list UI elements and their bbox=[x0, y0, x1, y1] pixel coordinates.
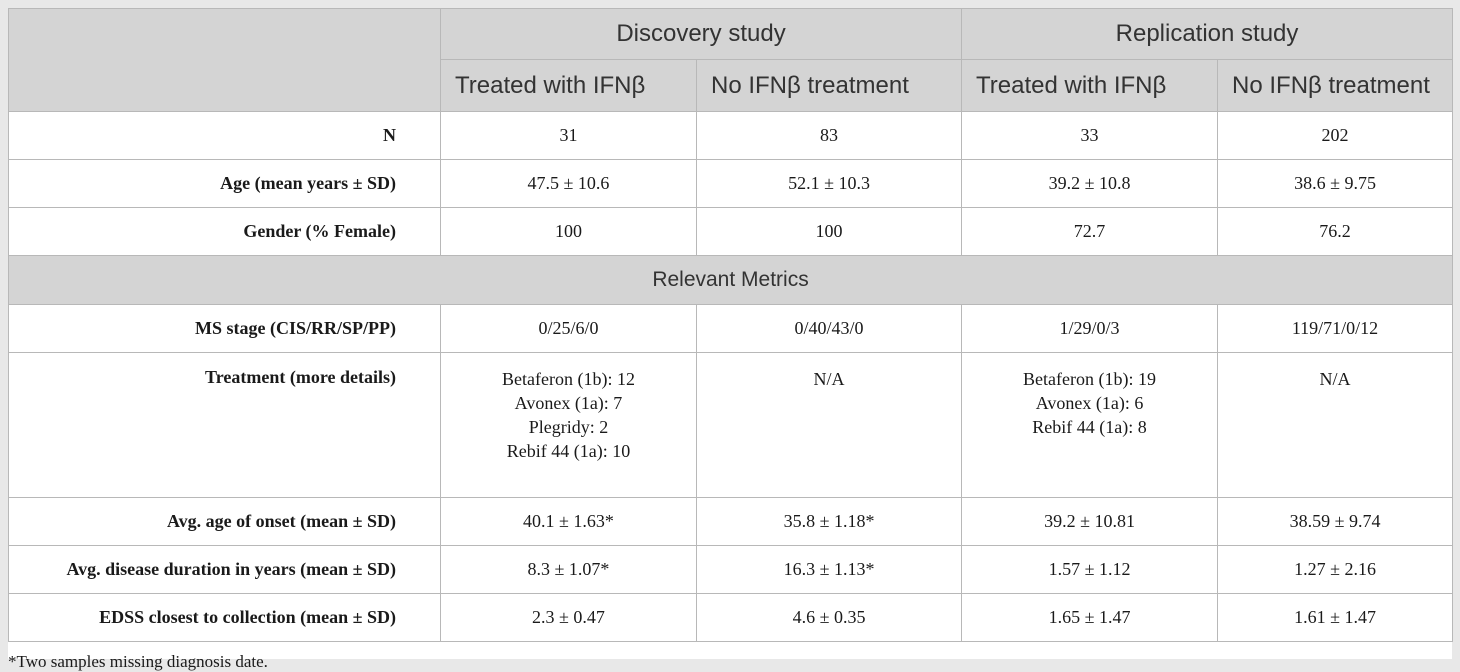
row-label: MS stage (CIS/RR/SP/PP) bbox=[8, 304, 441, 353]
table-cell: 39.2 ± 10.8 bbox=[961, 159, 1219, 208]
table-cell: 8.3 ± 1.07* bbox=[440, 545, 697, 594]
table-cell: 33 bbox=[961, 111, 1219, 160]
table-cell: 72.7 bbox=[961, 207, 1219, 256]
table-cell: 31 bbox=[440, 111, 697, 160]
treatment-line: Betaferon (1b): 12 bbox=[502, 369, 635, 389]
treatment-line: Rebif 44 (1a): 10 bbox=[506, 441, 631, 461]
treatment-line: Betaferon (1b): 19 bbox=[1023, 369, 1156, 389]
header-subcolumn: No IFNβ treatment bbox=[1217, 59, 1454, 112]
table-cell: Betaferon (1b): 19 Avonex (1a): 6 Rebif … bbox=[961, 352, 1219, 498]
row-label: Age (mean years ± SD) bbox=[8, 159, 441, 208]
table-cell: 100 bbox=[695, 207, 963, 256]
table-cell: 52.1 ± 10.3 bbox=[695, 159, 963, 208]
table-cell: N/A bbox=[1217, 352, 1454, 498]
header-replication-study: Replication study bbox=[961, 8, 1454, 60]
table-cell: 38.6 ± 9.75 bbox=[1217, 159, 1454, 208]
row-label: N bbox=[8, 111, 441, 160]
table-row-treatment: Treatment (more details) Betaferon (1b):… bbox=[8, 352, 1454, 498]
header-subcolumn: Treated with IFNβ bbox=[961, 59, 1219, 112]
header-subcolumn: Treated with IFNβ bbox=[440, 59, 697, 112]
table-cell: 76.2 bbox=[1217, 207, 1454, 256]
treatment-line: Avonex (1a): 6 bbox=[1035, 393, 1144, 413]
table-row: Avg. age of onset (mean ± SD) 40.1 ± 1.6… bbox=[8, 497, 1454, 546]
treatment-line: Avonex (1a): 7 bbox=[514, 393, 623, 413]
table-cell: 47.5 ± 10.6 bbox=[440, 159, 697, 208]
table-row: N 31 83 33 202 bbox=[8, 111, 1454, 160]
table-cell: 38.59 ± 9.74 bbox=[1217, 497, 1454, 546]
table-cell: 100 bbox=[440, 207, 697, 256]
treatment-line: Rebif 44 (1a): 8 bbox=[1032, 417, 1147, 437]
header-discovery-study: Discovery study bbox=[439, 8, 963, 60]
treatment-line: N/A bbox=[813, 369, 845, 389]
row-label: Avg. age of onset (mean ± SD) bbox=[8, 497, 441, 546]
table-cell: 83 bbox=[695, 111, 963, 160]
header-subcolumn-row: Treated with IFNβ No IFNβ treatment Trea… bbox=[9, 59, 1454, 112]
treatment-line: Plegridy: 2 bbox=[528, 417, 609, 437]
table-cell: 1.65 ± 1.47 bbox=[961, 593, 1219, 642]
table-footnote: *Two samples missing diagnosis date. bbox=[8, 652, 268, 671]
table-cell: 40.1 ± 1.63* bbox=[440, 497, 697, 546]
table-row: MS stage (CIS/RR/SP/PP) 0/25/6/0 0/40/43… bbox=[8, 304, 1454, 353]
table-cell: 119/71/0/12 bbox=[1217, 304, 1454, 353]
table-cell: N/A bbox=[695, 352, 963, 498]
table-row: Age (mean years ± SD) 47.5 ± 10.6 52.1 ±… bbox=[8, 159, 1454, 208]
table-cell: 39.2 ± 10.81 bbox=[961, 497, 1219, 546]
table-cell: 16.3 ± 1.13* bbox=[695, 545, 963, 594]
header-group-row: Discovery study Replication study bbox=[8, 8, 1454, 112]
table-cell: 2.3 ± 0.47 bbox=[440, 593, 697, 642]
row-label: EDSS closest to collection (mean ± SD) bbox=[8, 593, 441, 642]
document-page: Discovery study Replication study Treate… bbox=[7, 8, 1454, 671]
table-cell: 1.61 ± 1.47 bbox=[1217, 593, 1454, 642]
table-cell: 202 bbox=[1217, 111, 1454, 160]
table-row: Gender (% Female) 100 100 72.7 76.2 bbox=[8, 207, 1454, 256]
table-cell: 1.57 ± 1.12 bbox=[961, 545, 1219, 594]
table-cell: 0/25/6/0 bbox=[440, 304, 697, 353]
row-label: Gender (% Female) bbox=[8, 207, 441, 256]
table-cell: 1.27 ± 2.16 bbox=[1217, 545, 1454, 594]
table-cell: 4.6 ± 0.35 bbox=[695, 593, 963, 642]
header-subcolumn: No IFNβ treatment bbox=[695, 59, 963, 112]
table-cell: 35.8 ± 1.18* bbox=[695, 497, 963, 546]
row-label: Avg. disease duration in years (mean ± S… bbox=[8, 545, 441, 594]
table-row: EDSS closest to collection (mean ± SD) 2… bbox=[8, 593, 1454, 642]
table-cell: 1/29/0/3 bbox=[961, 304, 1219, 353]
cohort-table: Discovery study Replication study Treate… bbox=[7, 8, 1454, 642]
table-row: Avg. disease duration in years (mean ± S… bbox=[8, 545, 1454, 594]
row-label: Treatment (more details) bbox=[8, 352, 441, 498]
table-cell: 0/40/43/0 bbox=[695, 304, 963, 353]
table-cell: Betaferon (1b): 12 Avonex (1a): 7 Plegri… bbox=[440, 352, 697, 498]
section-title-relevant-metrics: Relevant Metrics bbox=[7, 255, 1454, 305]
section-row: Relevant Metrics bbox=[7, 255, 1454, 305]
header-corner-cell bbox=[8, 8, 441, 112]
treatment-line: N/A bbox=[1319, 369, 1351, 389]
